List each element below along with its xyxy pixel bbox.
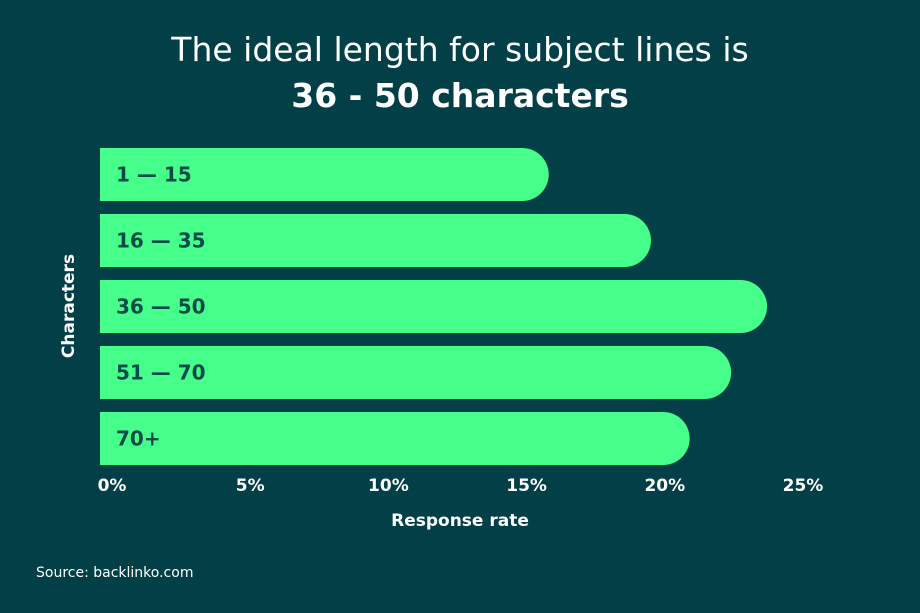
- x-tick-label: 10%: [368, 476, 409, 496]
- bar: [100, 148, 549, 201]
- x-tick-label: 15%: [506, 476, 547, 496]
- bar-label: 70+: [116, 427, 161, 451]
- bar-label: 51 — 70: [116, 361, 206, 385]
- x-axis-label: Response rate: [391, 511, 529, 531]
- bar-label: 1 — 15: [116, 163, 192, 187]
- x-tick-label: 0%: [98, 476, 127, 496]
- bar: [100, 280, 768, 333]
- x-tick-label: 5%: [236, 476, 265, 496]
- source-note: Source: backlinko.com: [36, 565, 194, 581]
- x-tick-label: 25%: [783, 476, 824, 496]
- bar-label: 16 — 35: [116, 229, 206, 253]
- bar-label: 36 — 50: [116, 295, 206, 319]
- chart-title-line2: 36 - 50 characters: [291, 76, 629, 115]
- chart-title-line1: The ideal length for subject lines is: [171, 30, 749, 69]
- bar: [100, 412, 690, 465]
- x-tick-label: 20%: [644, 476, 685, 496]
- y-axis-label: Characters: [59, 254, 79, 358]
- bar: [100, 346, 732, 399]
- bar: [100, 214, 651, 267]
